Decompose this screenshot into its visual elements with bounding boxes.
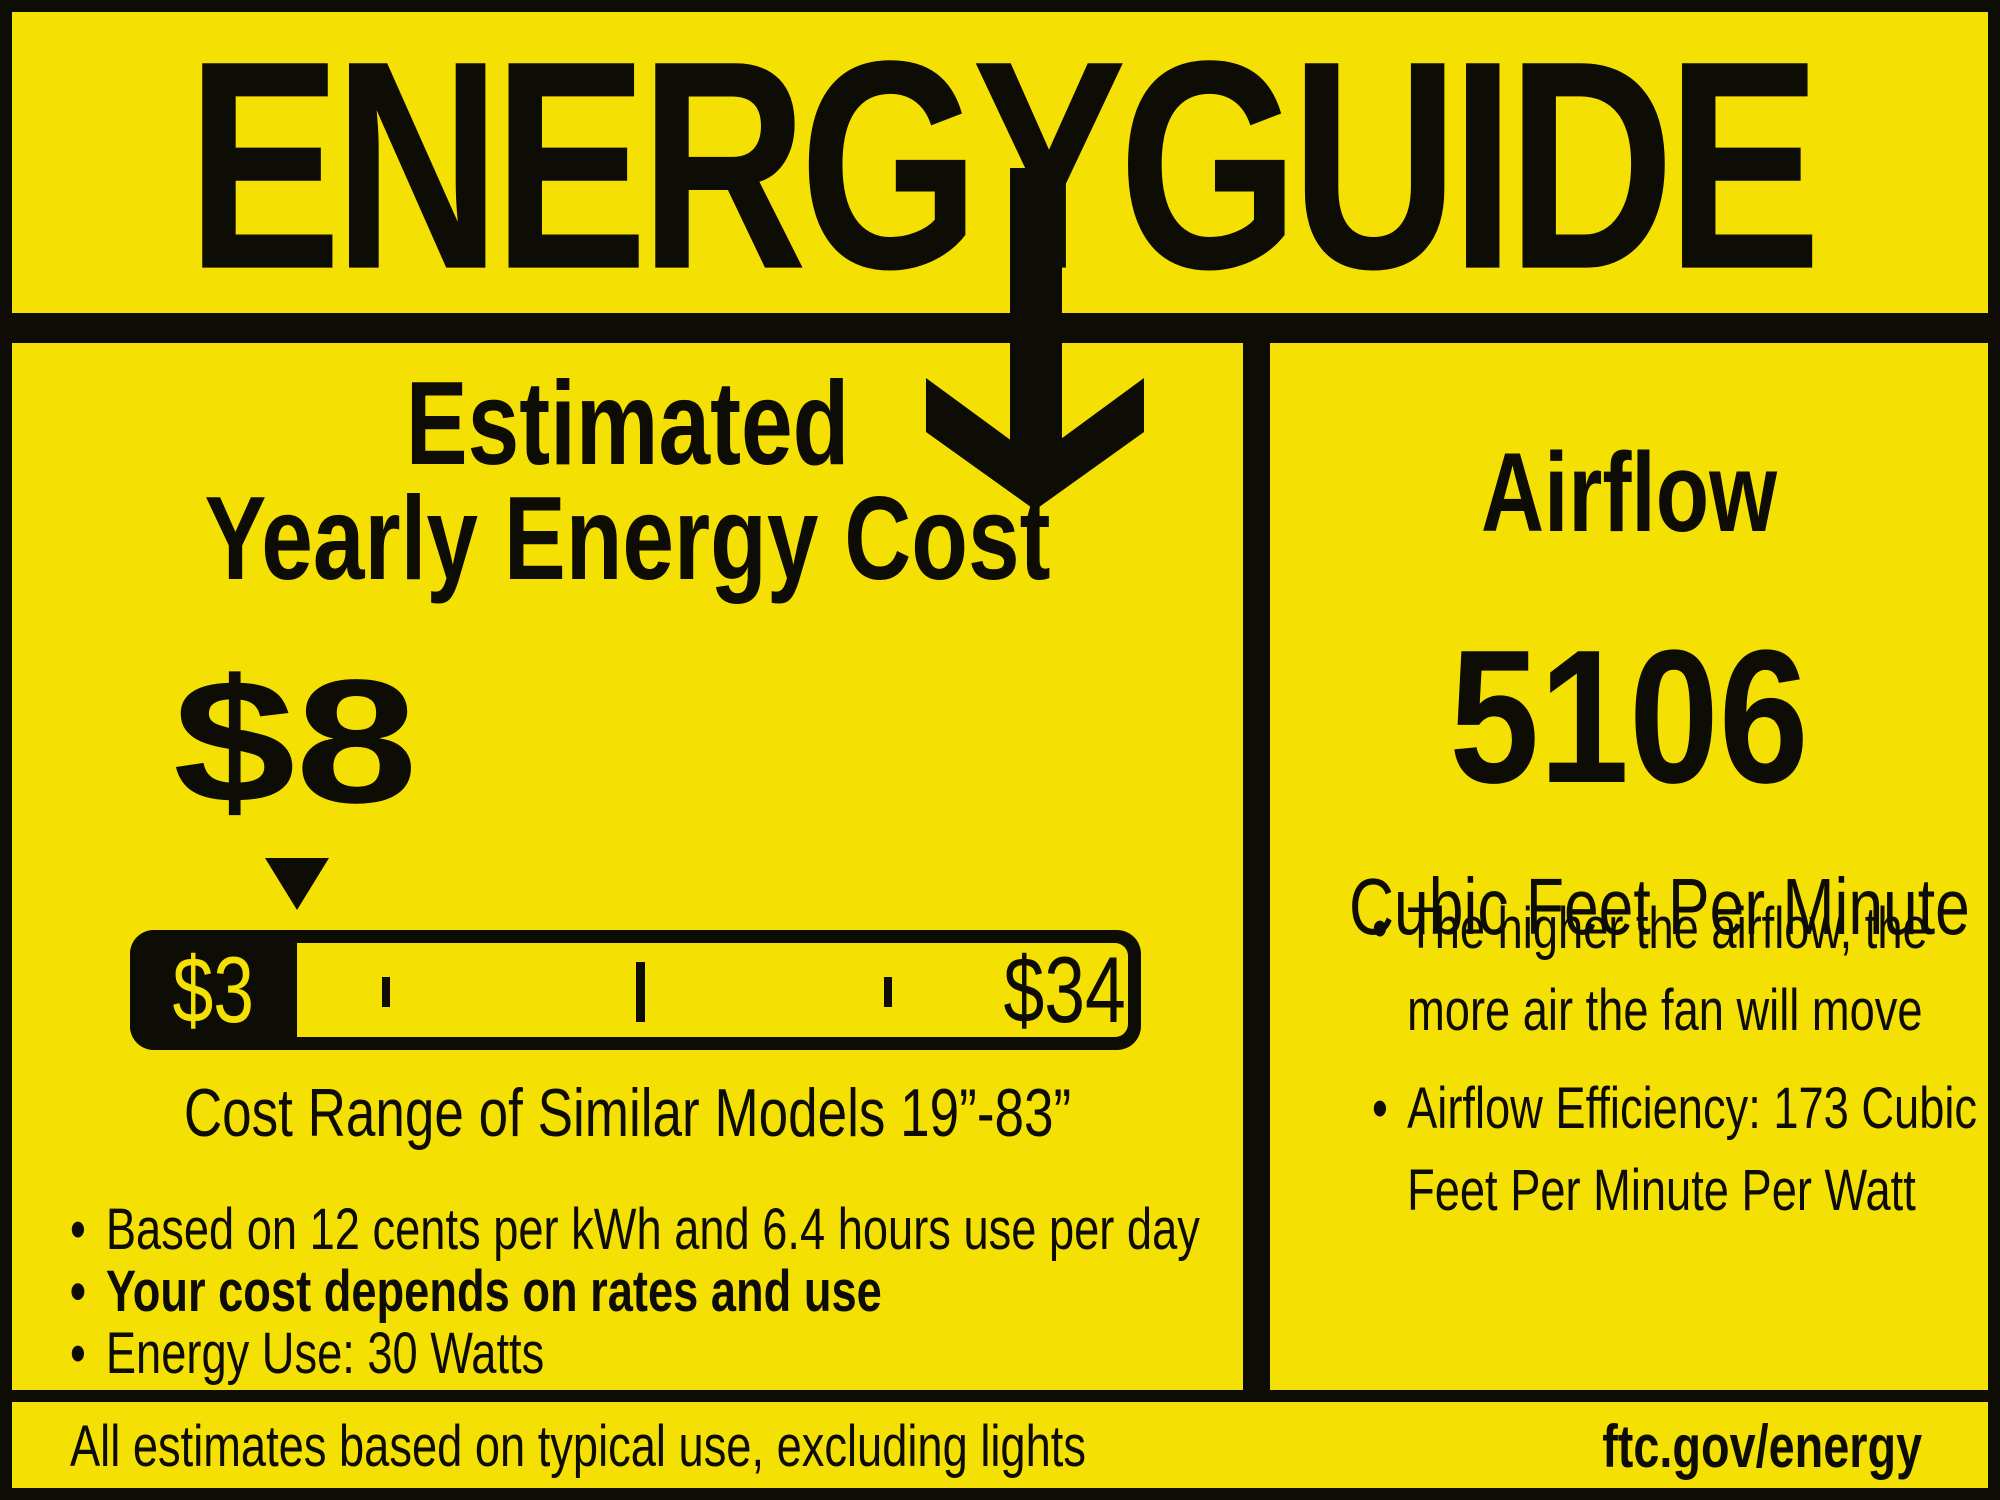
cost-range-track (143, 943, 1128, 1037)
bullet-icon: • (70, 1197, 86, 1262)
scale-min-label: $3 (172, 937, 255, 1042)
bullet-icon: • (1372, 1076, 1388, 1141)
header-divider (12, 313, 1988, 343)
title-line-1: Estimated (405, 357, 850, 490)
title-line-2: Yearly Energy Cost (204, 472, 1051, 605)
footer-note: All estimates based on typical use, excl… (70, 1414, 1086, 1479)
cost-bullet-1: • Based on 12 cents per kWh and 6.4 hour… (70, 1199, 1240, 1261)
bullet-icon: • (70, 1321, 86, 1386)
footer-url: ftc.gov/energy (1602, 1413, 1922, 1480)
cost-bullet-3-text: Energy Use: 30 Watts (105, 1321, 545, 1386)
cost-bullet-2: • Your cost depends on rates and use (70, 1261, 1240, 1323)
airflow-bullet-2: • Airflow Efficiency: 173 Cubic Feet Per… (1372, 1068, 1988, 1232)
cost-value: $8 (173, 644, 418, 840)
panel-divider (1243, 343, 1270, 1390)
estimated-yearly-cost-title: Estimated Yearly Energy Cost (147, 357, 1107, 605)
cost-bullet-1-text: Based on 12 cents per kWh and 6.4 hours … (105, 1197, 1200, 1262)
scale-caption: Cost Range of Similar Models 19”-83” (183, 1075, 1072, 1151)
airflow-bullet-2-text: Airflow Efficiency: 173 Cubic Feet Per M… (1407, 1076, 1978, 1223)
scale-max-label: $34 (1003, 937, 1126, 1042)
airflow-value: 5106 (1449, 611, 1809, 823)
footer: All estimates based on typical use, excl… (12, 1402, 1988, 1488)
scale-tick-mid (636, 962, 645, 1022)
scale-tick (382, 977, 390, 1007)
cost-pointer-icon (265, 858, 329, 910)
airflow-unit: Cubic Feet Per Minute (1348, 862, 1970, 951)
energyguide-logo: ENERGYGUIDE (186, 0, 1822, 332)
scale-tick (884, 977, 892, 1007)
cost-bullet-list: • Based on 12 cents per kWh and 6.4 hour… (70, 1199, 1240, 1385)
footer-divider (12, 1390, 1988, 1402)
bullet-icon: • (1372, 896, 1388, 961)
cost-range-bar: $3 $34 (130, 930, 1141, 1050)
airflow-title: Airflow (1480, 430, 1778, 555)
cost-bullet-3: • Energy Use: 30 Watts (70, 1323, 1240, 1385)
cost-range-fill: $3 (130, 930, 297, 1050)
cost-bullet-2-text: Your cost depends on rates and use (105, 1259, 882, 1324)
airflow-bullet-list: • The higher the airflow, the more air t… (1372, 888, 1988, 1232)
airflow-bullet-1: • The higher the airflow, the more air t… (1372, 888, 1988, 1052)
bullet-icon: • (70, 1259, 86, 1324)
airflow-bullet-1-text: The higher the airflow, the more air the… (1407, 896, 1928, 1043)
